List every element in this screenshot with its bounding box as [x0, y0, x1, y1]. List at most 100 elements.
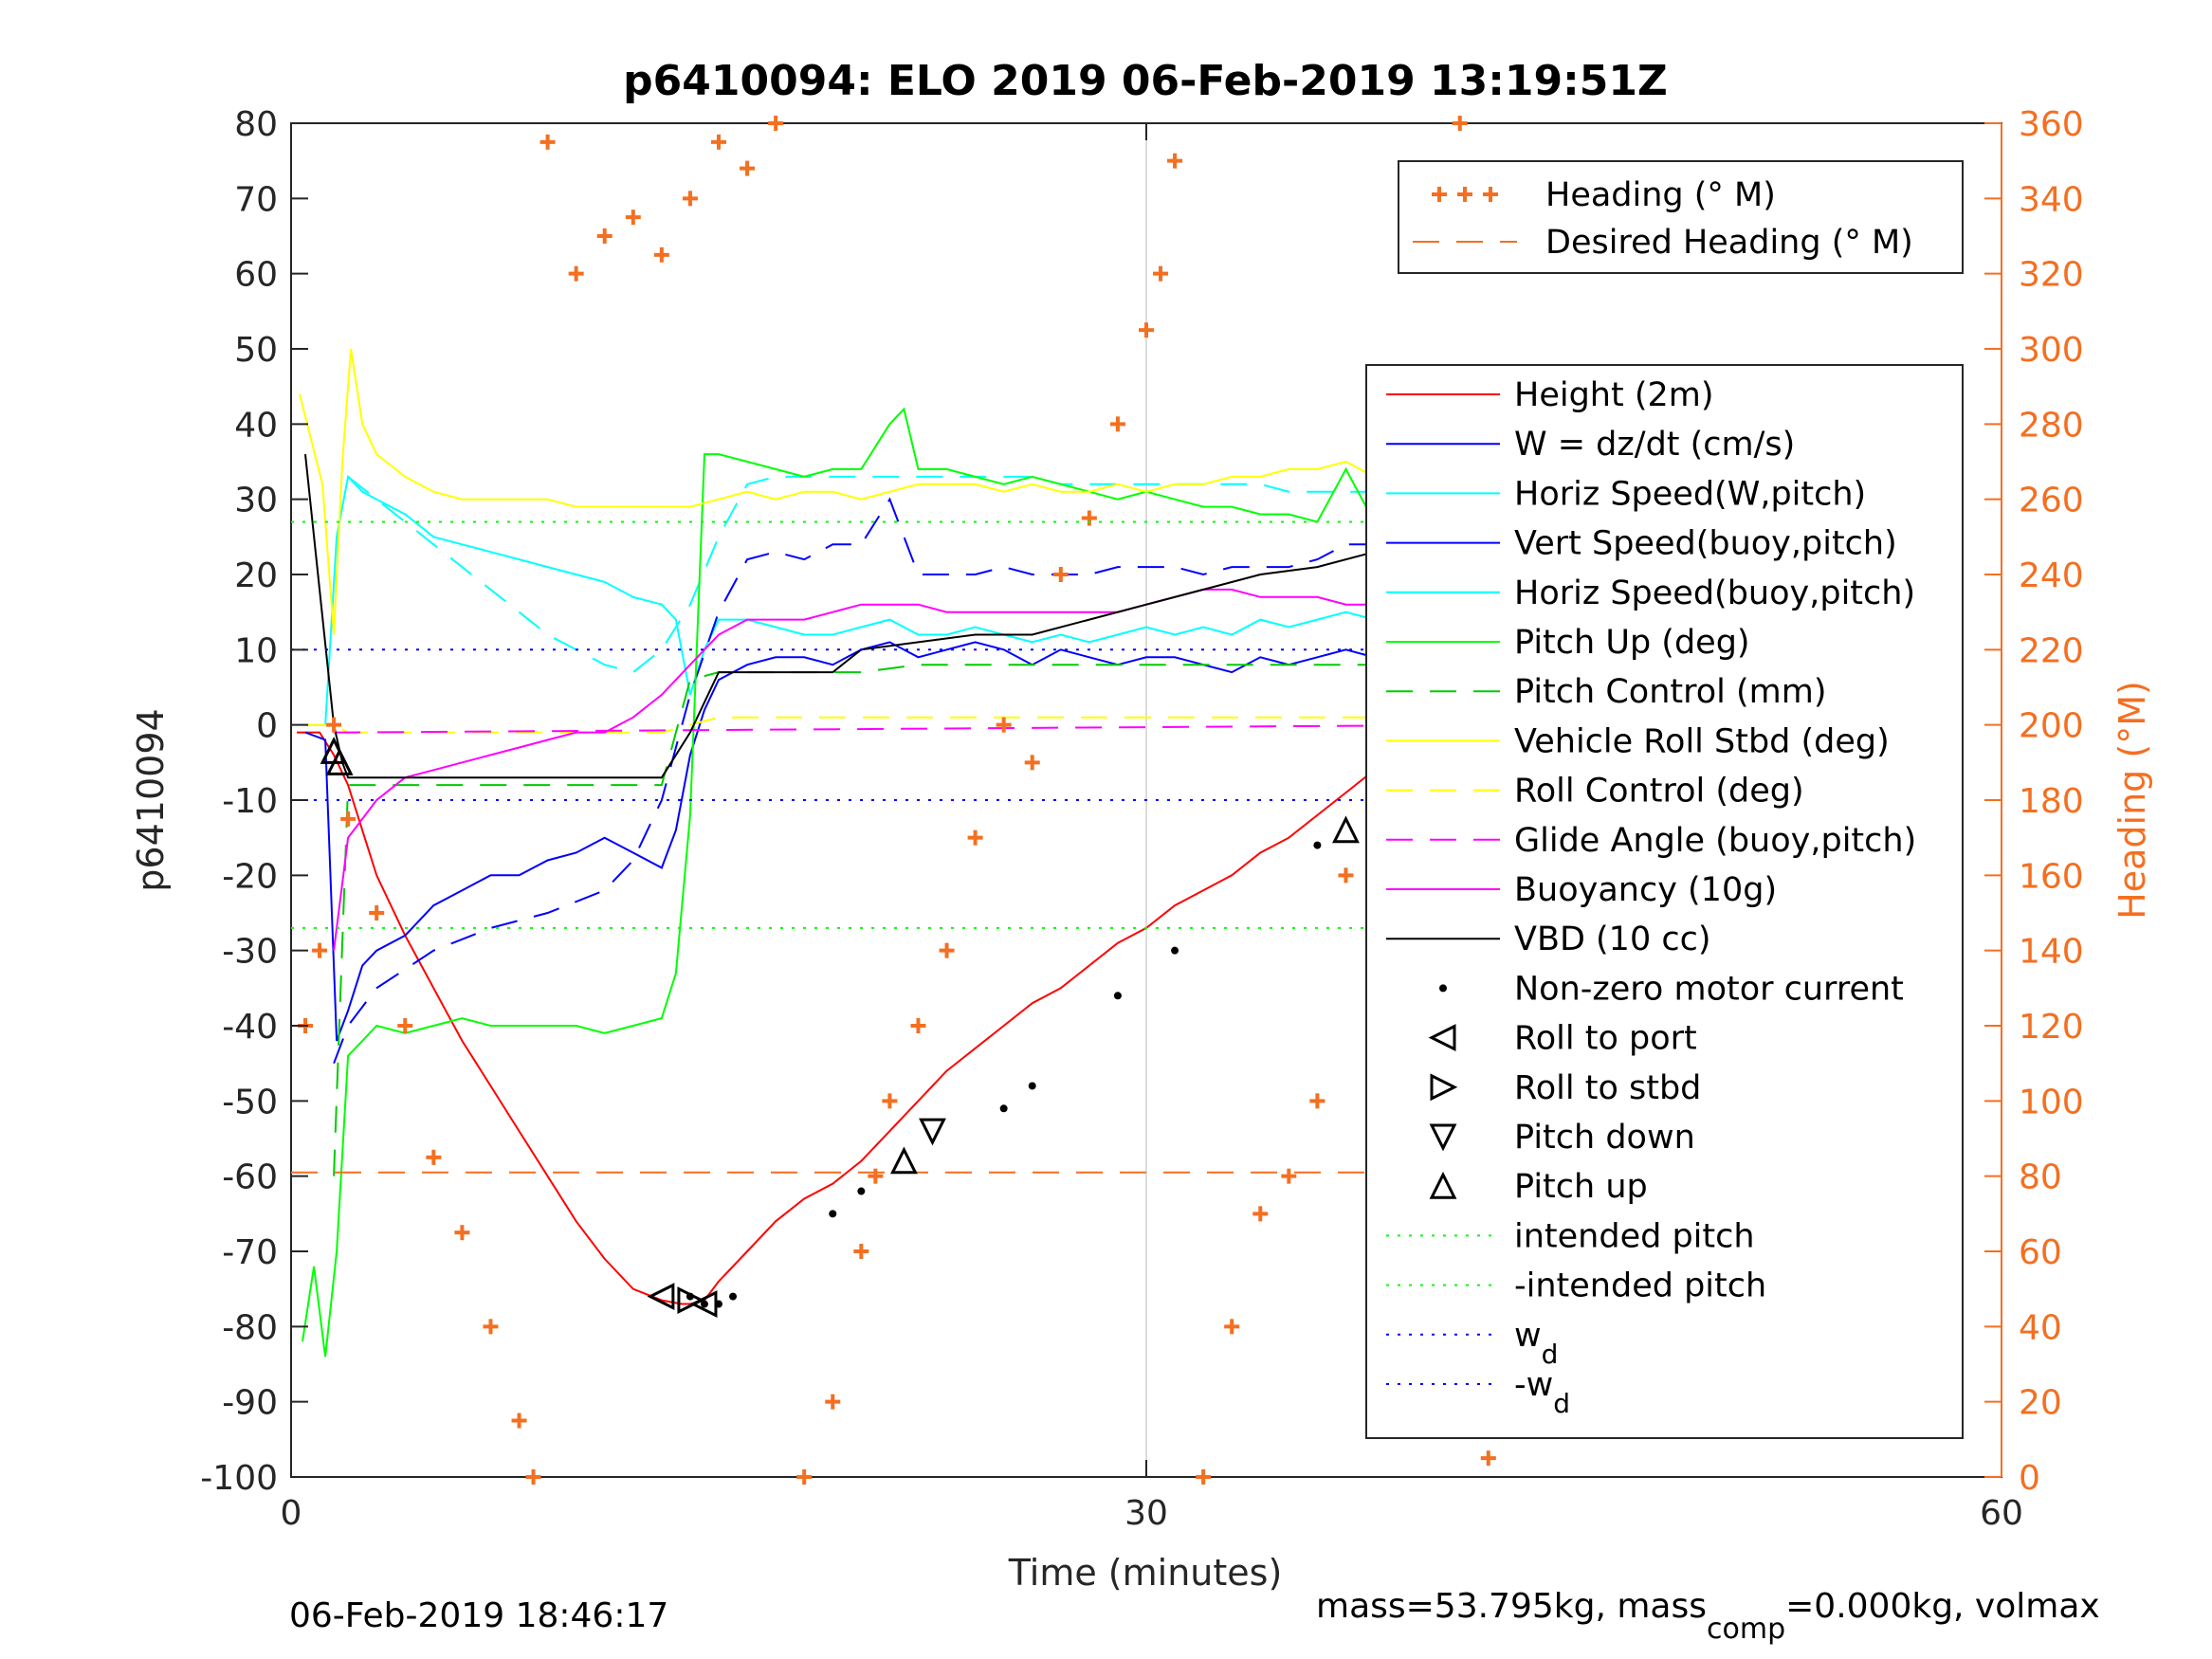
heading-marker [312, 942, 328, 958]
roll-to-stbd-marker [677, 1286, 705, 1314]
series-2 [305, 474, 1490, 726]
legend-main-label: VBD (10 cc) [1514, 921, 1711, 958]
heading-marker [682, 191, 698, 207]
legend-main-label: Pitch Up (deg) [1514, 624, 1750, 662]
legend-main-box [1365, 364, 1964, 1439]
heading-marker [1081, 510, 1097, 526]
heading-marker [340, 811, 356, 827]
legend-main-label-text: Height (2m) [1514, 376, 1714, 414]
heading-marker [939, 942, 955, 958]
y-tick-label: 40 [234, 406, 278, 445]
y-right-tick-label: 220 [2019, 631, 2084, 670]
legend-main-label: Buoyancy (10g) [1514, 871, 1777, 909]
x-axis-label: Time (minutes) [1008, 1552, 1283, 1594]
heading-marker [1139, 322, 1154, 338]
legend-main-label-text: Roll to stbd [1514, 1069, 1701, 1107]
motor-current-dot [829, 1210, 837, 1218]
legend-main-label: Roll to stbd [1514, 1069, 1701, 1107]
legend-main-label: Roll Control (deg) [1514, 773, 1804, 811]
legend-main-label-text: Horiz Speed(buoy,pitch) [1514, 574, 1915, 612]
legend-main-label-text: Vert Speed(buoy,pitch) [1514, 525, 1897, 563]
y-tick-label: -100 [200, 1459, 278, 1498]
heading-marker [539, 134, 556, 150]
y-right-tick-label: 240 [2019, 556, 2084, 595]
legend-main-label-text: Roll to port [1514, 1020, 1697, 1058]
heading-marker [1024, 755, 1040, 771]
series-4 [347, 475, 1460, 674]
series-9 [334, 723, 1489, 734]
legend-main-label: Pitch up [1514, 1168, 1648, 1206]
chart-title: p6410094: ELO 2019 06-Feb-2019 13:19:51Z [623, 57, 1668, 105]
y-right-tick-label: 360 [2019, 105, 2084, 144]
heading-marker [397, 1018, 413, 1033]
y-tick-label: 20 [234, 556, 278, 595]
heading-marker [740, 160, 756, 176]
legend-main-label-text: VBD (10 cc) [1514, 921, 1711, 958]
motor-current-dot [729, 1292, 738, 1301]
marker-layer [320, 728, 1464, 1318]
heading-marker [511, 1413, 527, 1429]
heading-marker [369, 905, 385, 921]
legend-main-label: Vert Speed(buoy,pitch) [1514, 525, 1897, 563]
legend-swatch-triangle [1430, 1073, 1458, 1102]
legend-main-label: Glide Angle (buoy,pitch) [1514, 822, 1916, 860]
heading-marker [1153, 265, 1169, 282]
heading-marker [653, 246, 669, 263]
axes: 0 30 6080706050403020100-10-20-30-40-50-60… [200, 105, 2083, 1533]
heading-marker [910, 1018, 926, 1033]
y-right-tick-label: 0 [2019, 1459, 2040, 1498]
heading-marker [1224, 1319, 1240, 1335]
legend-main-label-text: Vehicle Roll Stbd (deg) [1514, 722, 1890, 760]
heading-marker [326, 717, 342, 733]
legend-main-label-text: Non-zero motor current [1514, 970, 1904, 1008]
motor-current-dot [1113, 992, 1122, 1000]
series-10 [333, 588, 1460, 951]
y-right-tick-label: 80 [2019, 1158, 2062, 1197]
heading-marker [1338, 867, 1354, 884]
legend-heading: Heading (° M) Desired Heading (° M) [1398, 160, 1964, 274]
heading-marker [996, 717, 1012, 733]
legend-heading-label: Heading (° M) [1545, 176, 1776, 214]
y-tick-label: 80 [234, 105, 278, 144]
y-right-tick-label: 120 [2019, 1008, 2084, 1047]
heading-marker [483, 1319, 499, 1335]
footer-timestamp: 06-Feb-2019 18:46:17 [289, 1596, 668, 1635]
legend-main-label-text: Pitch Up (deg) [1514, 624, 1750, 662]
pitch-up-marker [890, 1146, 918, 1175]
y-tick-label: 30 [234, 482, 278, 520]
heading-marker [1252, 1206, 1269, 1222]
series-0 [297, 723, 1489, 1305]
y-right-tick-label: 200 [2019, 707, 2084, 746]
x-tick-label: 0 [281, 1494, 302, 1533]
legend-main-label-sub: d [1553, 1388, 1570, 1419]
legend-main-label-text: intended pitch [1514, 1217, 1755, 1255]
heading-marker [825, 1394, 841, 1410]
motor-current-dot [1171, 946, 1179, 955]
legend-main-label: Roll to port [1514, 1020, 1697, 1058]
legend-main-label-text: Pitch down [1514, 1119, 1695, 1157]
legend-swatch-triangle [1429, 1171, 1457, 1199]
legend-main-label-text: Buoyancy (10g) [1514, 871, 1777, 909]
legend-main-label-text: Pitch up [1514, 1168, 1648, 1206]
legend-main-label-text: w [1514, 1317, 1542, 1355]
footer-mass-sub: comp [1707, 1613, 1785, 1646]
footer-mass-a: mass=53.795kg, mass [1316, 1587, 1707, 1626]
legend-main-label: Horiz Speed(buoy,pitch) [1514, 574, 1915, 612]
legend-heading-label: Desired Heading (° M) [1545, 224, 1913, 262]
heading-marker [1309, 1093, 1325, 1109]
legend-main-label: wd [1514, 1317, 1558, 1370]
legend-main-label-text: -intended pitch [1514, 1267, 1766, 1305]
legend-main-label-text: Pitch Control (mm) [1514, 673, 1826, 711]
legend-main-label-text: Roll Control (deg) [1514, 773, 1804, 811]
motor-current-dot [857, 1187, 866, 1195]
pitch-up-marker [325, 747, 354, 775]
y-right-tick-label: 260 [2019, 482, 2084, 520]
heading-marker [1281, 1168, 1297, 1184]
heading-marker [1196, 1469, 1212, 1485]
legend-swatch-dot [1439, 984, 1447, 993]
legend-main-label: Non-zero motor current [1514, 970, 1904, 1008]
x-tick-label: 30 [1124, 1494, 1168, 1533]
motor-current-dot [1313, 841, 1322, 849]
series-layer [291, 116, 1496, 1485]
